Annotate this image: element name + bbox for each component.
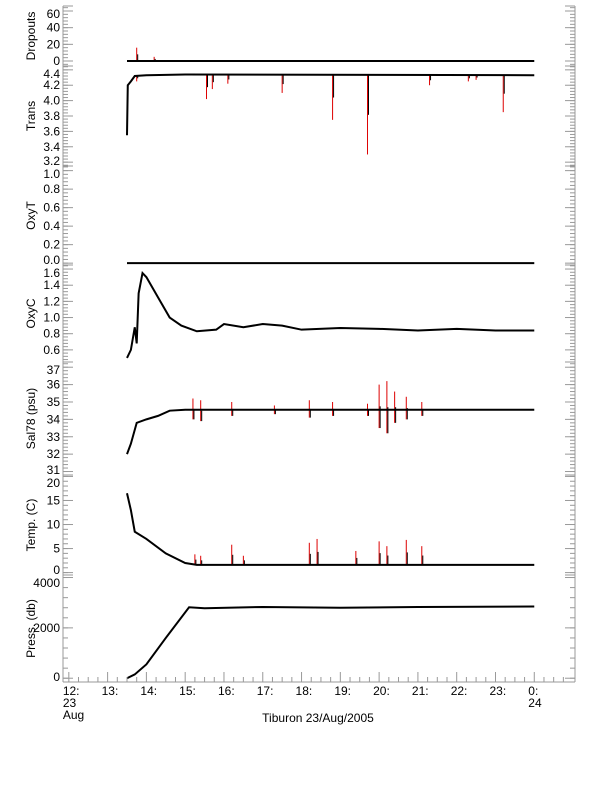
- y-tick-label: 4000: [33, 576, 60, 590]
- x-tick-label: 22:: [451, 684, 468, 698]
- y-axis-label: Trans: [24, 101, 38, 131]
- y-tick-label: 1.6: [43, 266, 60, 280]
- y-tick-label: 1.0: [43, 311, 60, 325]
- x-tick-label: 19:: [334, 684, 351, 698]
- y-tick-label: 33: [47, 430, 61, 444]
- y-tick-label: 0.0: [43, 253, 60, 267]
- y-tick-label: 40: [47, 21, 61, 35]
- y-tick-label: 36: [47, 378, 61, 392]
- x-tick-label: 21:: [412, 684, 429, 698]
- y-tick-label: 0: [53, 54, 60, 68]
- y-tick-label: 0.6: [43, 201, 60, 215]
- y-tick-label: 3.6: [43, 124, 60, 138]
- x-tick-label: 23: [63, 696, 77, 710]
- y-tick-label: 1.4: [43, 278, 60, 292]
- series-line: [126, 605, 535, 680]
- series-line: [126, 493, 535, 566]
- y-tick-label: 34: [47, 412, 61, 426]
- y-tick-label: 5: [53, 542, 60, 556]
- y-axis-label: OxyT: [24, 201, 38, 230]
- y-axis-label: OxyC: [24, 298, 38, 328]
- y-tick-label: 0.8: [43, 327, 60, 341]
- y-tick-label: 3.2: [43, 154, 60, 168]
- y-tick-label: 0: [53, 670, 60, 684]
- y-axis-label: Dropouts: [24, 12, 38, 61]
- y-tick-label: 4.0: [43, 94, 60, 108]
- y-axis-label: Press. (db): [24, 599, 38, 658]
- series-line: [126, 408, 535, 455]
- y-axis-label: Temp. (C): [24, 499, 38, 552]
- x-tick-label: 12:: [63, 684, 80, 698]
- series-line: [126, 270, 535, 359]
- y-tick-label: 60: [47, 7, 61, 21]
- y-tick-label: 4.4: [43, 67, 60, 81]
- x-tick-label: 15:: [179, 684, 196, 698]
- y-tick-label: 32: [47, 447, 61, 461]
- y-tick-label: 15: [47, 493, 61, 507]
- y-tick-label: 20: [47, 476, 61, 490]
- y-tick-label: 4.2: [43, 78, 60, 92]
- y-tick-label: 2000: [33, 621, 60, 635]
- y-tick-label: 0.8: [43, 182, 60, 196]
- y-tick-label: 0.2: [43, 238, 60, 252]
- x-tick-label: 14:: [140, 684, 157, 698]
- chart-title: Tiburon 23/Aug/2005: [262, 711, 374, 725]
- y-tick-label: 3.8: [43, 109, 60, 123]
- x-tick-label: 24: [528, 696, 542, 710]
- y-tick-label: 0.4: [43, 219, 60, 233]
- y-tick-label: 1.0: [43, 167, 60, 181]
- y-tick-label: 31: [47, 463, 61, 477]
- x-tick-label: 20:: [373, 684, 390, 698]
- x-tick-label: 13:: [102, 684, 119, 698]
- y-tick-label: 37: [47, 363, 61, 377]
- y-tick-label: 0.6: [43, 343, 60, 357]
- series-line: [126, 73, 535, 136]
- x-tick-label: 23:: [489, 684, 506, 698]
- y-tick-label: 10: [47, 518, 61, 532]
- y-tick-label: 20: [47, 37, 61, 51]
- y-axis-label: Sal78 (psu): [24, 388, 38, 449]
- y-tick-label: 1.2: [43, 294, 60, 308]
- x-tick-label: 16:: [218, 684, 235, 698]
- y-tick-label: 35: [47, 395, 61, 409]
- y-tick-label: 3.4: [43, 140, 60, 154]
- x-tick-label: Aug: [63, 708, 84, 722]
- x-tick-label: 18:: [296, 684, 313, 698]
- y-tick-label: 0: [53, 563, 60, 577]
- x-tick-label: 0:: [528, 684, 538, 698]
- x-tick-label: 17:: [257, 684, 274, 698]
